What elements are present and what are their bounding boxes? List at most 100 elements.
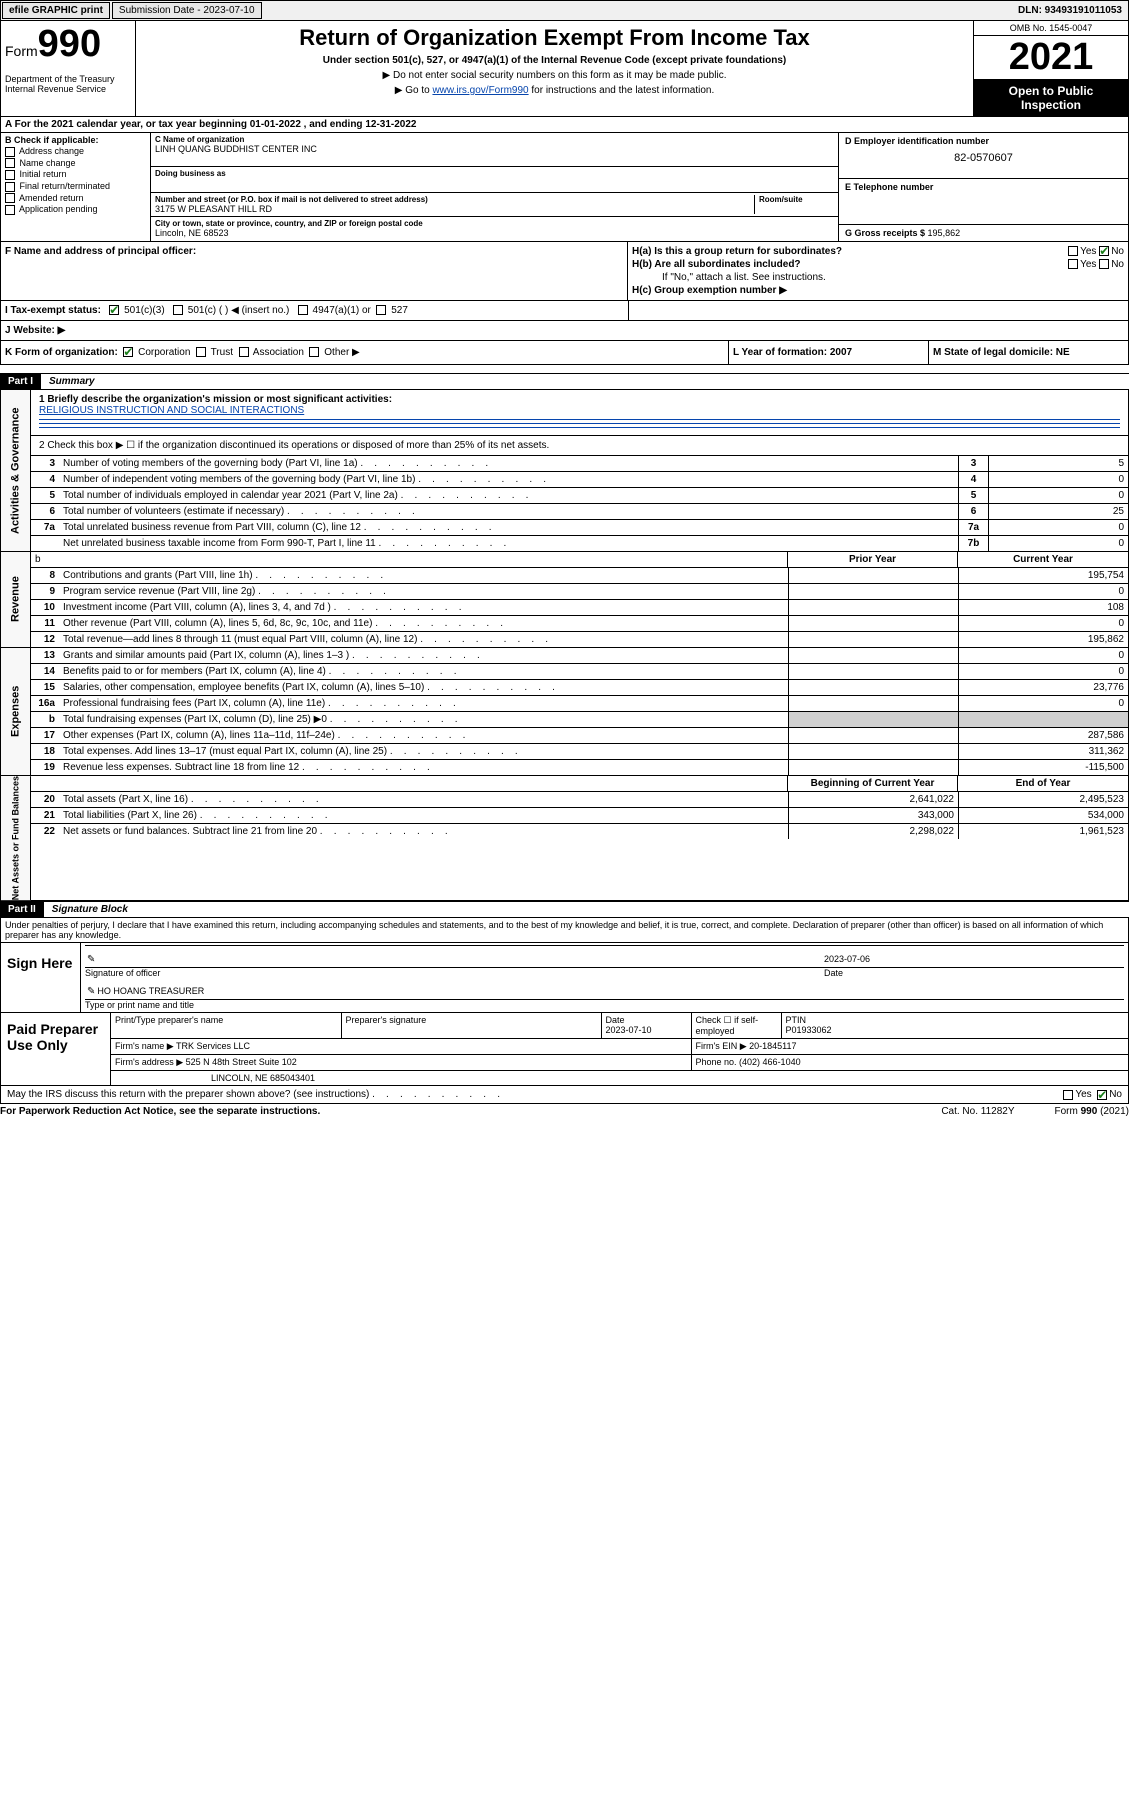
501c3-checkbox[interactable]	[109, 305, 119, 315]
exp-row: 13Grants and similar amounts paid (Part …	[31, 648, 1128, 664]
501c3: 501(c)(3)	[124, 305, 165, 316]
dba-label: Doing business as	[155, 169, 834, 178]
rev-row: 9Program service revenue (Part VIII, lin…	[31, 584, 1128, 600]
vlabel-exp: Expenses	[1, 648, 31, 775]
vlabel-bal: Net Assets or Fund Balances	[1, 776, 31, 900]
balance-section: Net Assets or Fund Balances Beginning of…	[0, 776, 1129, 901]
hb-yes-checkbox[interactable]	[1068, 259, 1078, 269]
colb-item[interactable]: Name change	[5, 158, 146, 169]
exp-row: 14Benefits paid to or for members (Part …	[31, 664, 1128, 680]
col-c-org-info: C Name of organization LINH QUANG BUDDHI…	[151, 133, 838, 241]
part2-num: Part II	[0, 902, 44, 917]
colb-item[interactable]: Initial return	[5, 169, 146, 180]
row-a-tax-year: A For the 2021 calendar year, or tax yea…	[0, 117, 1129, 133]
part2-header: Part II Signature Block	[0, 901, 1129, 918]
row-j-website: J Website: ▶	[0, 321, 1129, 341]
may-no: No	[1109, 1089, 1122, 1100]
exp-row: bTotal fundraising expenses (Part IX, co…	[31, 712, 1128, 728]
bal-row: 22Net assets or fund balances. Subtract …	[31, 824, 1128, 839]
gov-row: 5Total number of individuals employed in…	[31, 488, 1128, 504]
row-f: F Name and address of principal officer:…	[0, 242, 1129, 301]
mission-row: 1 Briefly describe the organization's mi…	[31, 390, 1128, 436]
colb-item[interactable]: Amended return	[5, 193, 146, 204]
form-org-label: K Form of organization:	[5, 347, 118, 358]
prep-date: Date 2023-07-10	[601, 1013, 691, 1039]
firm-name: Firm's name ▶ TRK Services LLC	[111, 1039, 691, 1055]
corp-checkbox[interactable]	[123, 347, 133, 357]
colb-item[interactable]: Address change	[5, 146, 146, 157]
gov-row: 6Total number of volunteers (estimate if…	[31, 504, 1128, 520]
city-value: Lincoln, NE 68523	[155, 228, 834, 238]
may-irs-discuss: May the IRS discuss this return with the…	[0, 1086, 1129, 1104]
declaration: Under penalties of perjury, I declare th…	[0, 918, 1129, 943]
gov-row: 3Number of voting members of the governi…	[31, 456, 1128, 472]
preparer-block: Paid Preparer Use Only Print/Type prepar…	[0, 1013, 1129, 1086]
submission-date: Submission Date - 2023-07-10	[112, 2, 262, 19]
line2: 2 Check this box ▶ ☐ if the organization…	[31, 436, 1128, 456]
colb-item[interactable]: Application pending	[5, 204, 146, 215]
gov-row: Net unrelated business taxable income fr…	[31, 536, 1128, 551]
revenue-section: Revenue b Prior Year Current Year 8Contr…	[0, 552, 1129, 648]
sign-date: 2023-07-06	[824, 954, 1124, 965]
ha-no: No	[1111, 246, 1124, 257]
exp-row: 19Revenue less expenses. Subtract line 1…	[31, 760, 1128, 775]
part2-title: Signature Block	[44, 901, 1129, 918]
pen-icon2: ✎	[87, 986, 95, 997]
527-checkbox[interactable]	[376, 305, 386, 315]
rev-row: 8Contributions and grants (Part VIII, li…	[31, 568, 1128, 584]
firm-ein: Firm's EIN ▶ 20-1845117	[691, 1039, 1128, 1055]
exp-row: 16aProfessional fundraising fees (Part I…	[31, 696, 1128, 712]
may-yes-checkbox[interactable]	[1063, 1090, 1073, 1100]
ha-yes-checkbox[interactable]	[1068, 246, 1078, 256]
firm-addr: Firm's address ▶ 525 N 48th Street Suite…	[111, 1055, 691, 1071]
ha-yes: Yes	[1080, 246, 1096, 257]
trust-checkbox[interactable]	[196, 347, 206, 357]
sub3-pre: ▶ Go to	[395, 85, 433, 96]
header-sub1: Under section 501(c), 527, or 4947(a)(1)…	[140, 55, 969, 66]
officer-name: HO HOANG TREASURER	[97, 986, 204, 996]
form-ref: Form 990 (2021)	[1055, 1106, 1129, 1117]
irs-link[interactable]: www.irs.gov/Form990	[432, 85, 528, 96]
hb-label: H(b) Are all subordinates included?	[632, 259, 801, 270]
gross-label: G Gross receipts $	[845, 228, 928, 238]
501c-checkbox[interactable]	[173, 305, 183, 315]
expenses-section: Expenses 13Grants and similar amounts pa…	[0, 648, 1129, 776]
col-b-checkboxes: B Check if applicable: Address change Na…	[1, 133, 151, 241]
header-right: OMB No. 1545-0047 2021 Open to Public In…	[973, 21, 1128, 116]
hc-label: H(c) Group exemption number ▶	[632, 285, 787, 296]
main-info-block: B Check if applicable: Address change Na…	[0, 133, 1129, 242]
header-sub3: ▶ Go to www.irs.gov/Form990 for instruct…	[140, 85, 969, 96]
hb-no: No	[1111, 259, 1124, 270]
4947-checkbox[interactable]	[298, 305, 308, 315]
gov-row: 4Number of independent voting members of…	[31, 472, 1128, 488]
mission-label: 1 Briefly describe the organization's mi…	[39, 394, 392, 405]
col-d-ein: D Employer identification number 82-0570…	[838, 133, 1128, 241]
phone-label: E Telephone number	[845, 182, 1122, 192]
preparer-label: Paid Preparer Use Only	[1, 1013, 111, 1085]
row-h: H(a) Is this a group return for subordin…	[628, 242, 1128, 300]
header-left: Form990 Department of the Treasury Inter…	[1, 21, 136, 116]
efile-print-button[interactable]: efile GRAPHIC print	[2, 2, 110, 19]
hb-no-checkbox[interactable]	[1099, 259, 1109, 269]
assoc: Association	[253, 347, 304, 358]
name-label: C Name of organization	[155, 135, 834, 144]
prep-self: Check ☐ if self-employed	[691, 1013, 781, 1039]
form-title: Return of Organization Exempt From Incom…	[140, 25, 969, 51]
colb-item[interactable]: Final return/terminated	[5, 181, 146, 192]
part1-header: Part I Summary	[0, 373, 1129, 390]
assoc-checkbox[interactable]	[239, 347, 249, 357]
dln: DLN: 93493191011053	[1012, 3, 1128, 18]
governance-section: Activities & Governance 1 Briefly descri…	[0, 390, 1129, 552]
pen-icon: ✎	[87, 954, 95, 965]
rev-spacer: b	[31, 552, 788, 567]
other-checkbox[interactable]	[309, 347, 319, 357]
may-no-checkbox[interactable]	[1097, 1090, 1107, 1100]
page-footer: For Paperwork Reduction Act Notice, see …	[0, 1104, 1129, 1119]
ha-no-checkbox[interactable]	[1099, 246, 1109, 256]
mission-text: RELIGIOUS INSTRUCTION AND SOCIAL INTERAC…	[39, 405, 1120, 416]
may-irs-text: May the IRS discuss this return with the…	[7, 1089, 500, 1100]
sub3-post: for instructions and the latest informat…	[529, 85, 715, 96]
addr-label: Number and street (or P.O. box if mail i…	[155, 195, 754, 204]
gross-value: 195,862	[928, 228, 961, 238]
part1-title: Summary	[41, 373, 1129, 390]
